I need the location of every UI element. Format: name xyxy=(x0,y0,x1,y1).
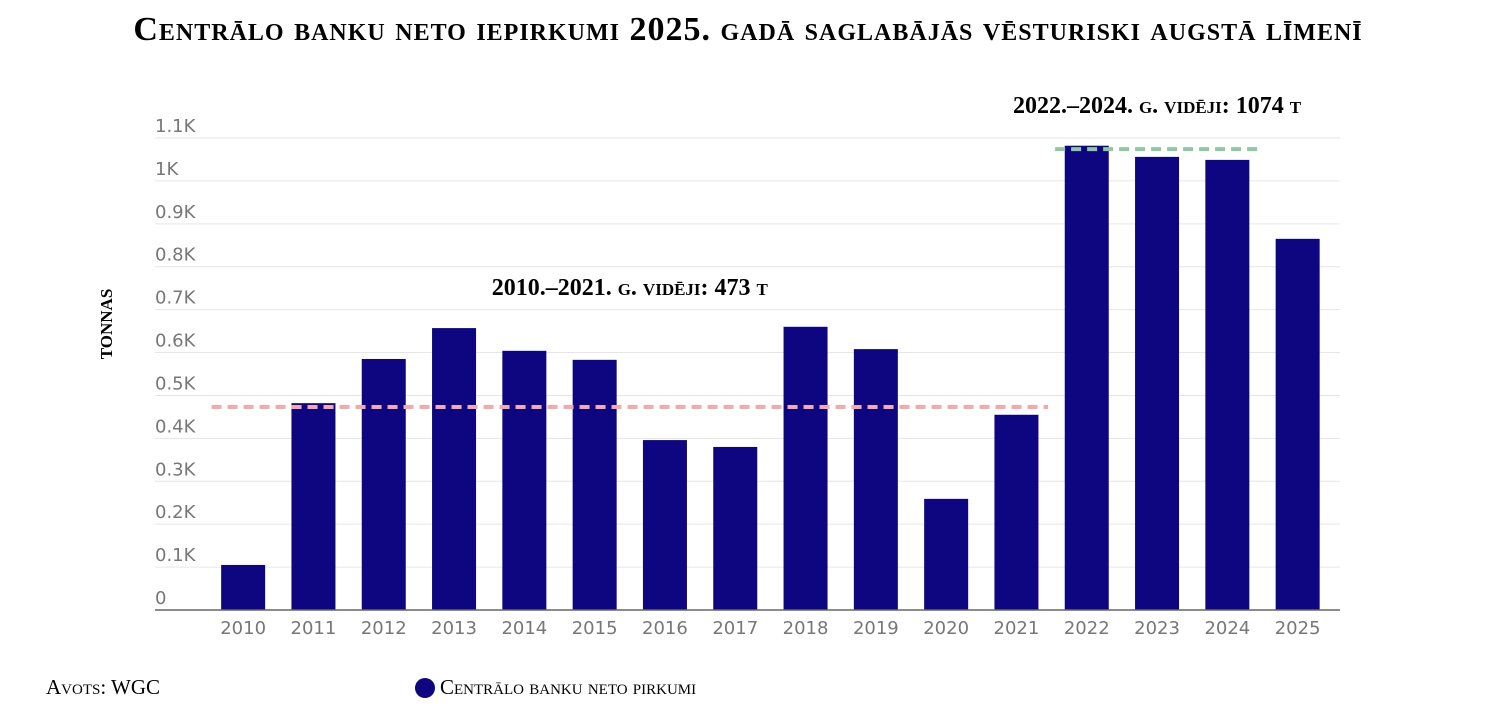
x-tick-label: 2010 xyxy=(220,618,266,639)
x-tick-label: 2020 xyxy=(923,618,969,639)
x-tick-label: 2022 xyxy=(1064,618,1110,639)
y-tick-label: 0.2K xyxy=(155,502,197,523)
bar xyxy=(853,349,898,610)
bar xyxy=(1275,238,1320,610)
y-tick-label: 0.3K xyxy=(155,459,197,480)
legend-marker xyxy=(415,678,435,698)
x-tick-label: 2023 xyxy=(1134,618,1180,639)
y-tick-label: 1.1K xyxy=(155,116,197,137)
bar xyxy=(1205,159,1250,610)
bar xyxy=(924,498,969,610)
x-tick-label: 2025 xyxy=(1275,618,1321,639)
y-tick-label: 0 xyxy=(155,588,166,609)
bar xyxy=(783,326,828,610)
bar xyxy=(994,414,1039,610)
y-tick-label: 0.1K xyxy=(155,545,197,566)
y-tick-label: 0.9K xyxy=(155,202,197,223)
y-tick-label: 0.8K xyxy=(155,245,197,266)
bar xyxy=(432,328,477,610)
reference-label: 2010.–2021. g. vidēji: 473 t xyxy=(492,275,769,301)
chart-title: Centrālo banku neto iepirkumi 2025. gadā… xyxy=(133,11,1362,48)
x-tick-label: 2014 xyxy=(501,618,547,639)
x-tick-label: 2021 xyxy=(994,618,1040,639)
bar xyxy=(1064,145,1109,610)
x-tick-label: 2015 xyxy=(572,618,618,639)
bar xyxy=(642,440,687,610)
x-tick-label: 2017 xyxy=(712,618,758,639)
bar xyxy=(713,446,758,610)
x-tick-label: 2016 xyxy=(642,618,688,639)
x-tick-label: 2013 xyxy=(431,618,477,639)
bar xyxy=(1135,156,1180,610)
x-tick-label: 2019 xyxy=(853,618,899,639)
x-tick-label: 2024 xyxy=(1204,618,1250,639)
y-tick-label: 0.5K xyxy=(155,373,197,394)
reference-label: 2022.–2024. g. vidēji: 1074 t xyxy=(1013,93,1302,119)
y-tick-label: 0.4K xyxy=(155,416,197,437)
legend-label: Centrālo banku neto pirkumi xyxy=(440,675,696,699)
x-tick-label: 2018 xyxy=(783,618,829,639)
bar xyxy=(572,359,617,610)
bar xyxy=(502,350,547,610)
x-tick-label: 2012 xyxy=(361,618,407,639)
y-tick-label: 1K xyxy=(155,159,179,180)
bar xyxy=(291,403,336,610)
y-axis-label: tonnas xyxy=(92,289,118,360)
x-tick-label: 2011 xyxy=(291,618,337,639)
bar xyxy=(361,358,406,610)
y-tick-label: 0.6K xyxy=(155,331,197,352)
bar xyxy=(221,564,266,610)
source: Avots: WGC xyxy=(46,675,160,699)
y-tick-label: 0.7K xyxy=(155,288,197,309)
